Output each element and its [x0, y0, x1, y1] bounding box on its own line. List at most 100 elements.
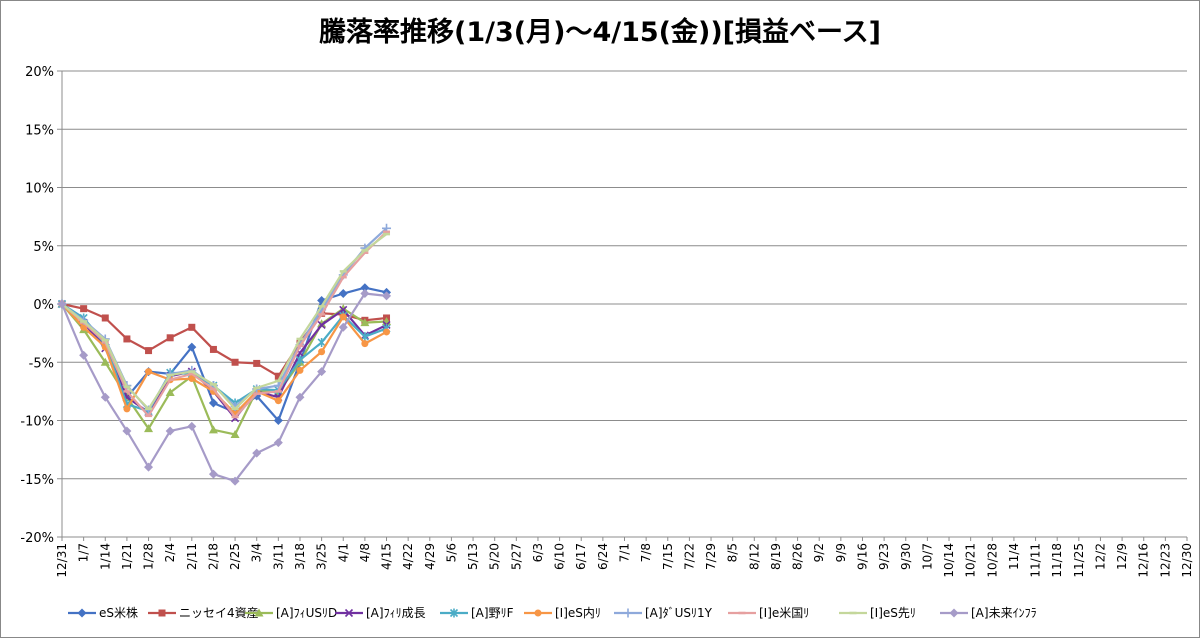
data-point — [360, 318, 370, 327]
data-point — [100, 392, 110, 402]
chart-title: 騰落率推移(1/3(月)～4/15(金))[損益ベース] — [318, 17, 882, 48]
data-point — [623, 608, 633, 618]
y-tick-label: 20% — [25, 65, 54, 80]
data-point — [165, 426, 175, 436]
x-tick-label: 6/3 — [531, 543, 545, 562]
data-point — [57, 299, 67, 309]
x-tick-label: 7/1 — [618, 543, 632, 562]
data-point — [274, 397, 282, 405]
legend-layer: eS米株 ニッセイ4資産 [A]ﾌｨUSﾘD [A]ﾌｨﾘ成長 [A]野ﾘF [I]eS内… — [68, 605, 1037, 620]
data-point — [949, 608, 959, 618]
x-tick-label: 12/30 — [1180, 543, 1194, 578]
x-tick-label: 11/11 — [1029, 543, 1043, 578]
x-tick-label: 10/21 — [964, 543, 978, 578]
legend-label: [A]未来ｲﾝﾌﾗ — [971, 606, 1037, 620]
data-point — [230, 429, 240, 438]
data-point — [339, 305, 348, 314]
data-point — [208, 425, 218, 434]
data-point — [360, 283, 370, 293]
x-tick-label: 2/11 — [185, 543, 199, 570]
x-tick-label: 4/22 — [401, 543, 415, 570]
data-point — [80, 305, 88, 313]
data-point — [361, 340, 369, 348]
legend-item: [A]ﾀﾞUSﾘ1Y — [614, 606, 713, 620]
series-layer — [57, 223, 392, 486]
data-point — [382, 291, 392, 301]
x-tick-label: 1/28 — [142, 543, 156, 570]
data-point — [318, 348, 326, 356]
legend-item: [A]未来ｲﾝﾌﾗ — [940, 606, 1037, 620]
axis-layer: 20% 15% 10% 5% 0% -5% -10% -15% -20%12/31 1/7 1/14… — [20, 65, 1194, 578]
legend-item: [A]ﾌｨﾘ成長 — [335, 606, 426, 620]
data-point — [449, 608, 459, 618]
x-tick-label: 2/18 — [206, 543, 220, 570]
x-tick-label: 6/10 — [553, 543, 567, 570]
legend-item: [A]野ﾘF — [440, 606, 514, 620]
data-point — [101, 314, 109, 322]
series-line — [61, 230, 388, 419]
series-group — [57, 289, 392, 486]
x-tick-label: 7/15 — [661, 543, 675, 570]
legend-item: eS米株 — [68, 605, 138, 620]
y-tick-label: 10% — [25, 182, 54, 197]
data-point — [254, 608, 264, 617]
data-point — [317, 319, 327, 328]
legend-label: [A]ﾀﾞUSﾘ1Y — [645, 606, 713, 620]
x-tick-label: 2/25 — [228, 543, 242, 570]
x-tick-label: 3/18 — [293, 543, 307, 570]
legend-label: [A]ﾌｨUSﾘD — [276, 606, 337, 620]
legend-item: [I]e米国ﾘ — [728, 606, 809, 620]
x-tick-label: 3/11 — [271, 543, 285, 570]
y-tick-label: -15% — [20, 473, 54, 488]
legend-item: [I]eS内ﾘ — [524, 606, 601, 620]
x-tick-label: 2/4 — [163, 543, 177, 562]
series-line — [61, 302, 387, 378]
data-point — [252, 448, 262, 458]
y-tick-label: 5% — [33, 240, 54, 255]
data-point — [383, 328, 391, 336]
x-tick-label: 12/16 — [1137, 543, 1151, 578]
x-tick-label: 5/6 — [444, 543, 458, 562]
x-tick-label: 9/30 — [899, 543, 913, 570]
x-tick-label: 12/31 — [55, 543, 69, 578]
x-tick-label: 1/14 — [98, 543, 112, 570]
x-tick-label: 11/25 — [1072, 543, 1086, 578]
series-line — [60, 292, 387, 483]
legend-label: [I]e米国ﾘ — [759, 606, 809, 620]
series-line — [61, 227, 388, 412]
x-tick-label: 1/21 — [120, 543, 134, 570]
data-point — [273, 416, 283, 425]
y-tick-label: -20% — [20, 531, 54, 546]
x-tick-label: 8/12 — [747, 543, 761, 570]
y-tick-label: 15% — [25, 123, 54, 138]
x-tick-label: 5/20 — [488, 543, 502, 570]
x-tick-label: 6/24 — [596, 543, 610, 570]
y-tick-label: -5% — [29, 356, 54, 371]
data-point — [144, 462, 154, 472]
data-point — [295, 392, 305, 402]
legend-item: [A]ﾌｨUSﾘD — [245, 606, 337, 620]
series-line — [61, 233, 388, 410]
x-tick-label: 3/25 — [315, 543, 329, 570]
x-tick-label: 9/2 — [812, 543, 826, 562]
x-tick-label: 4/1 — [336, 543, 350, 562]
x-tick-label: 9/16 — [855, 543, 869, 570]
x-tick-label: 5/13 — [466, 543, 480, 570]
x-tick-label: 8/5 — [726, 543, 740, 562]
data-point — [317, 367, 327, 377]
y-tick-label: 0% — [33, 298, 54, 313]
data-point — [208, 469, 218, 479]
x-tick-label: 11/4 — [1007, 543, 1021, 570]
data-point — [187, 421, 197, 431]
y-tick-label: -10% — [20, 415, 54, 430]
data-point — [231, 358, 239, 366]
data-point — [77, 608, 87, 618]
data-point — [145, 347, 153, 355]
data-point — [145, 368, 153, 376]
x-tick-label: 10/14 — [942, 543, 956, 578]
x-tick-label: 4/8 — [358, 543, 372, 562]
data-point — [317, 320, 326, 330]
data-point — [344, 608, 354, 618]
